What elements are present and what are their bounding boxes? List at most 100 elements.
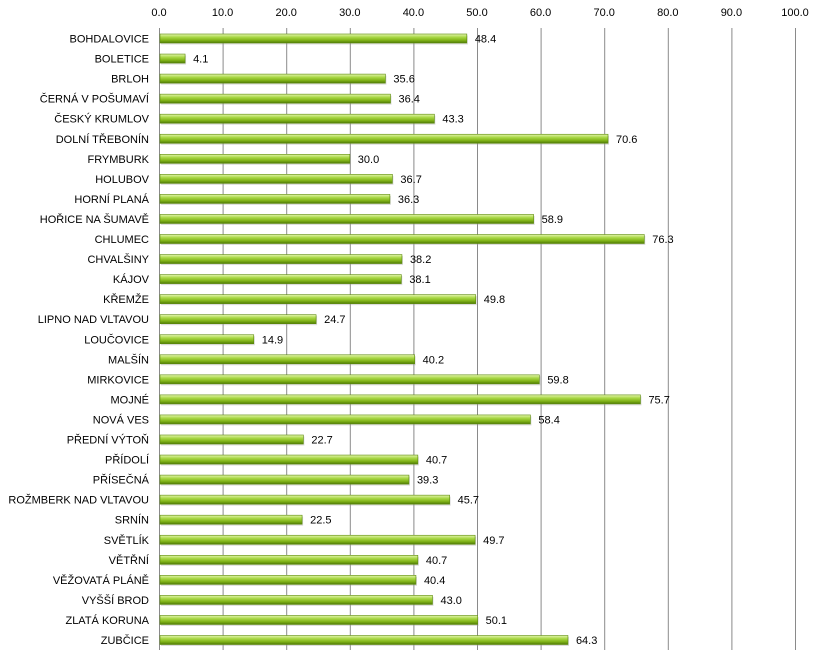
value-label: 59.8 [547,374,568,386]
value-label: 50.1 [486,615,507,627]
category-label: SVĚTLÍK [104,534,150,547]
value-label: 49.8 [484,294,505,306]
bar [159,474,410,485]
value-label: 58.9 [542,214,563,226]
bar [159,33,468,44]
value-label: 58.4 [538,414,559,426]
value-label: 38.2 [410,254,431,266]
x-tick-label: 10.0 [212,7,233,19]
bar [159,575,417,585]
bar [159,194,391,204]
x-tick-label: 50.0 [466,7,487,19]
gridlines [159,28,796,650]
bar [159,354,415,365]
category-labels: BOHDALOVICE BOLETICE BRLOH ČERNÁ V POŠUMAVÍ… [8,34,150,648]
value-label: 40.2 [423,354,444,366]
bar [159,133,609,144]
value-label: 4.1 [193,54,208,66]
category-label: HORNÍ PLANÁ [74,193,149,206]
value-label: 36.4 [399,94,420,106]
value-label: 40.4 [424,575,445,587]
category-label: HOŘICE NA ŠUMAVĚ [40,213,149,226]
value-label: 35.6 [393,74,414,86]
bar [159,494,450,505]
bar [159,414,531,425]
category-label: MIRKOVICE [87,374,149,386]
x-tick-label: 80.0 [657,7,678,19]
bar [159,174,393,184]
category-label: VĚŽOVATÁ PLÁNĚ [53,574,149,587]
x-axis-tick-labels: 0.0 10.0 20.0 30.0 40.0 50.0 60.0 70.0 80.0 90.0 1… [151,7,808,19]
category-label: ZUBČICE [101,634,149,647]
category-label: ROŽMBERK NAD VLTAVOU [8,494,149,507]
value-label: 14.9 [262,334,283,346]
value-label: 36.3 [398,194,419,206]
category-label: MALŠÍN [108,353,149,366]
value-labels: 48.4 4.1 35.6 36.4 43.3 70.6 30.0 36.7 36.3 58.9 7… [193,34,674,648]
category-label: CHLUMEC [95,234,149,246]
x-tick-label: 30.0 [339,7,360,19]
bar [159,314,317,325]
value-label: 38.1 [409,274,430,286]
value-label: 49.7 [483,535,504,547]
x-tick-label: 90.0 [721,7,742,19]
bar [159,214,534,224]
x-tick-label: 40.0 [403,7,424,19]
value-label: 76.3 [652,234,673,246]
category-label: MOJNÉ [111,393,150,406]
bar [159,554,419,565]
bar [159,454,419,465]
bar [159,595,433,605]
category-label: ČESKÝ KRUMLOV [54,113,149,126]
category-label: BOLETICE [95,54,149,66]
category-label: LIPNO NAD VLTAVOU [38,314,149,326]
bar [159,374,540,385]
category-label: CHVALŠINY [87,253,149,266]
category-label: KÁJOV [113,273,150,286]
bar [159,635,569,645]
value-label: 43.3 [442,114,463,126]
category-label: DOLNÍ TŘEBONÍN [56,133,149,146]
category-label: NOVÁ VES [93,413,149,426]
bar [159,154,351,164]
bar [159,294,477,304]
category-label: LOUČOVICE [84,333,149,346]
category-label: VĚTŘNÍ [109,554,150,567]
bar [159,53,186,64]
value-label: 24.7 [324,314,345,326]
category-label: PŘÍDOLÍ [105,454,150,467]
x-tick-label: 0.0 [151,7,166,19]
value-label: 36.7 [400,174,421,186]
value-label: 75.7 [648,394,669,406]
category-label: HOLUBOV [95,174,149,186]
bar [159,615,478,625]
x-tick-label: 100.0 [781,7,809,19]
value-label: 30.0 [358,154,379,166]
value-label: 70.6 [616,134,637,146]
value-label: 22.7 [311,435,332,447]
bar [159,434,304,445]
bar [159,113,435,124]
x-tick-label: 20.0 [275,7,296,19]
bar [159,234,645,244]
bar [159,394,641,405]
value-label: 40.7 [426,455,447,467]
x-tick-label: 60.0 [530,7,551,19]
value-label: 40.7 [426,555,447,567]
category-label: SRNÍN [115,514,149,527]
category-label: ČERNÁ V POŠUMAVÍ [40,93,150,106]
bar [159,514,303,525]
category-label: KŘEMŽE [103,293,149,306]
bar [159,73,386,84]
category-label: PŘÍSEČNÁ [93,474,150,487]
x-tick-label: 70.0 [593,7,614,19]
category-label: FRYMBURK [87,154,149,166]
bar [159,93,391,104]
category-label: BRLOH [111,74,149,86]
bar [159,274,402,284]
value-label: 64.3 [576,635,597,647]
value-label: 43.0 [440,595,461,607]
bar [159,334,255,345]
